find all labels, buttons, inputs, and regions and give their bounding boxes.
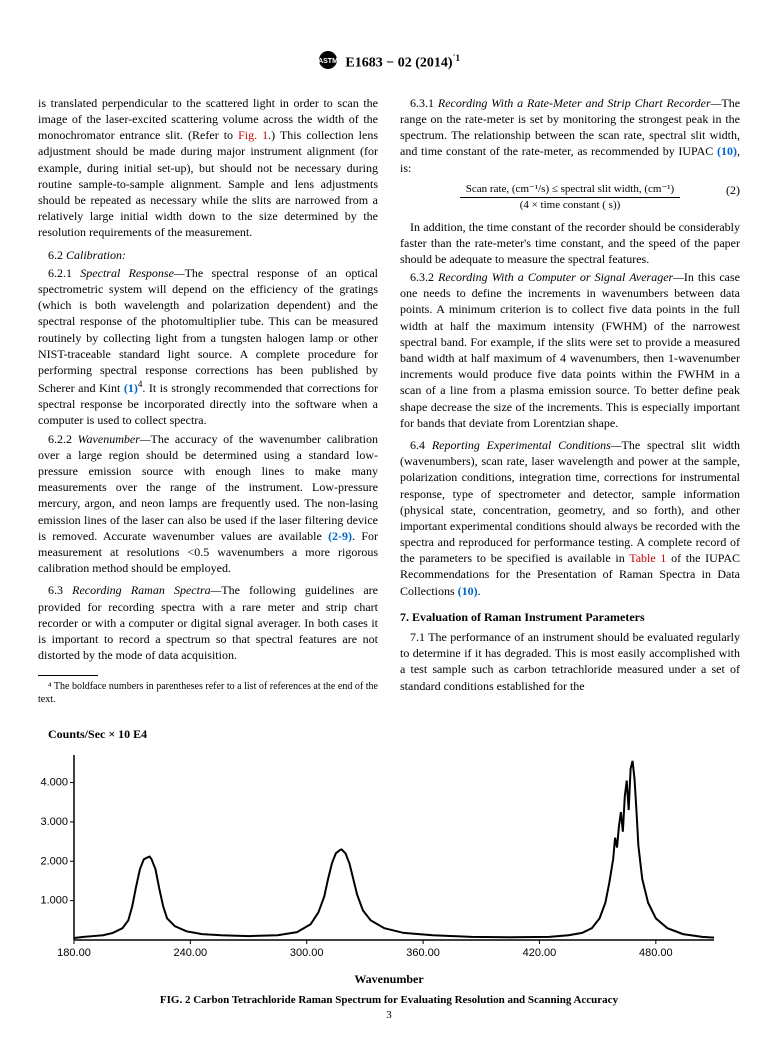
para-after-eq: In addition, the time constant of the re… [400,219,740,268]
svg-text:240.00: 240.00 [174,947,208,959]
page-number: 3 [386,1008,392,1023]
footnote-4: ⁴ The boldface numbers in parentheses re… [38,680,378,706]
table1-link[interactable]: Table 1 [629,551,666,565]
x-axis-title: Wavenumber [38,971,740,987]
svg-text:3.000: 3.000 [40,816,68,828]
section-6-2-1: 6.2.1 Spectral Response—The spectral res… [38,265,378,429]
astm-logo: ASTM [318,50,338,77]
body-columns: is translated perpendicular to the scatt… [38,95,740,706]
section-7-1: 7.1 The performance of an instrument sho… [400,629,740,694]
svg-text:180.00: 180.00 [57,947,91,959]
svg-text:2.000: 2.000 [40,856,68,868]
svg-text:480.00: 480.00 [639,947,673,959]
y-axis-title: Counts/Sec × 10 E4 [48,726,740,742]
svg-text:360.00: 360.00 [406,947,440,959]
section-6-3-2: 6.3.2 Recording With a Computer or Signa… [400,269,740,431]
figure-2-chart: Counts/Sec × 10 E4 1.0002.0003.0004.0001… [38,726,740,1007]
equation-2: Scan rate, (cm⁻¹/s) ≤ spectral slit widt… [400,182,740,213]
section-6-4: 6.4 Reporting Experimental Conditions—Th… [400,437,740,599]
svg-text:300.00: 300.00 [290,947,324,959]
ref-10b-link[interactable]: (10) [458,584,478,598]
svg-text:ASTM: ASTM [318,58,338,65]
section-6-2-2: 6.2.2 Wavenumber—The accuracy of the wav… [38,431,378,577]
figure-2-caption: FIG. 2 Carbon Tetrachloride Raman Spectr… [38,993,740,1008]
footnote-rule [38,675,98,676]
spectrum-svg: 1.000 2.000 3.000 4.000 180.00 240.00 300.00 36… [38,744,738,964]
doc-epsilon: ´1 [453,53,461,63]
section-6-3-1: 6.3.1 Recording With a Rate-Meter and St… [400,95,740,176]
svg-text:420.00: 420.00 [523,947,557,959]
ref-2-9-link[interactable]: (2-9) [328,529,352,543]
section-7-title: 7. Evaluation of Raman Instrument Parame… [400,609,740,625]
svg-text:1.000: 1.000 [40,895,68,907]
fig1-link[interactable]: Fig. 1 [238,128,268,142]
ref-1-link[interactable]: (1) [124,381,138,395]
doc-id: E1683 − 02 (2014) [345,56,452,71]
para-6-1-cont: is translated perpendicular to the scatt… [38,95,378,241]
section-6-2: 6.2 Calibration: [38,247,378,263]
ref-10a-link[interactable]: (10) [717,144,737,158]
document-header: ASTM E1683 − 02 (2014)´1 [38,50,740,77]
section-6-3: 6.3 Recording Raman Spectra—The followin… [38,582,378,663]
svg-text:4.000: 4.000 [40,777,68,789]
